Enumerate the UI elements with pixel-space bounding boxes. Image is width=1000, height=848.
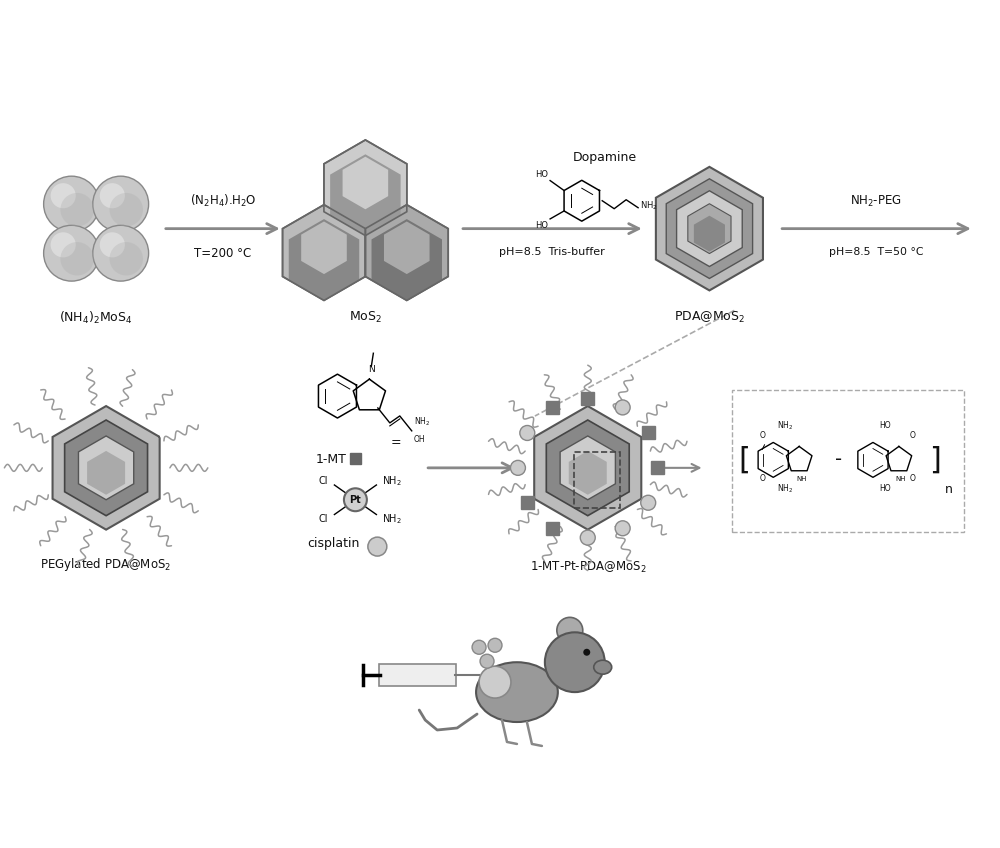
Circle shape	[344, 488, 367, 511]
Polygon shape	[289, 219, 359, 300]
Text: NH$_2$: NH$_2$	[640, 199, 658, 212]
FancyBboxPatch shape	[379, 664, 456, 686]
Text: NH: NH	[896, 477, 906, 483]
Bar	[521, 496, 534, 509]
Text: pH=8.5  T=50 °C: pH=8.5 T=50 °C	[829, 247, 923, 257]
Text: ]: ]	[929, 445, 941, 474]
Bar	[350, 453, 361, 464]
Circle shape	[488, 639, 502, 652]
Text: HO: HO	[535, 221, 548, 230]
Polygon shape	[372, 219, 442, 300]
Circle shape	[510, 460, 525, 476]
Circle shape	[44, 226, 99, 281]
Polygon shape	[384, 221, 430, 274]
Polygon shape	[78, 436, 134, 499]
Polygon shape	[301, 221, 347, 274]
Text: PDA@MoS$_2$: PDA@MoS$_2$	[674, 310, 745, 326]
Text: NH: NH	[796, 477, 806, 483]
Circle shape	[110, 192, 143, 226]
Polygon shape	[330, 154, 401, 236]
Circle shape	[100, 232, 125, 258]
Text: NH$_2$: NH$_2$	[382, 512, 402, 526]
Circle shape	[520, 426, 535, 440]
Circle shape	[615, 521, 630, 536]
Circle shape	[100, 183, 125, 209]
Text: T=200 °C: T=200 °C	[194, 247, 251, 259]
Circle shape	[545, 633, 605, 692]
Circle shape	[479, 667, 511, 698]
Text: NH$_2$-PEG: NH$_2$-PEG	[850, 193, 902, 209]
Polygon shape	[569, 451, 607, 494]
Text: O: O	[910, 474, 916, 483]
Ellipse shape	[476, 662, 558, 722]
Text: MoS$_2$: MoS$_2$	[349, 310, 382, 326]
Text: O: O	[910, 432, 916, 440]
Polygon shape	[365, 204, 448, 300]
Text: Cl: Cl	[319, 476, 328, 486]
Circle shape	[583, 649, 590, 656]
Polygon shape	[53, 406, 160, 530]
Text: Cl: Cl	[319, 514, 328, 524]
Text: NH$_2$: NH$_2$	[382, 474, 402, 488]
Polygon shape	[656, 167, 763, 290]
Circle shape	[472, 640, 486, 655]
Text: n: n	[945, 483, 953, 496]
Ellipse shape	[594, 661, 612, 674]
Text: HO: HO	[535, 170, 548, 179]
Text: (N$_2$H$_4$).H$_2$O: (N$_2$H$_4$).H$_2$O	[190, 192, 256, 209]
Circle shape	[580, 530, 595, 545]
Text: 1-MT-Pt-PDA@MoS$_2$: 1-MT-Pt-PDA@MoS$_2$	[530, 560, 646, 575]
Circle shape	[368, 537, 387, 556]
Text: [: [	[738, 445, 750, 474]
Circle shape	[60, 192, 94, 226]
Polygon shape	[65, 420, 148, 516]
Bar	[546, 401, 559, 414]
Text: O: O	[759, 432, 765, 440]
Polygon shape	[534, 406, 641, 530]
Circle shape	[93, 176, 149, 232]
Circle shape	[110, 242, 143, 276]
Polygon shape	[87, 451, 125, 494]
Text: Dopamine: Dopamine	[573, 151, 637, 164]
Circle shape	[51, 232, 76, 258]
Text: Pt: Pt	[350, 494, 361, 505]
Text: HO: HO	[879, 421, 891, 431]
Polygon shape	[688, 204, 731, 254]
Text: NH$_2$: NH$_2$	[414, 416, 430, 428]
Circle shape	[51, 183, 76, 209]
Polygon shape	[560, 436, 615, 499]
Text: NH$_2$: NH$_2$	[777, 420, 793, 432]
Text: -: -	[835, 450, 843, 470]
Circle shape	[60, 242, 94, 276]
Text: NH$_2$: NH$_2$	[777, 483, 793, 494]
Circle shape	[44, 176, 99, 232]
Polygon shape	[343, 157, 388, 209]
Polygon shape	[666, 179, 753, 278]
Text: =: =	[390, 436, 401, 449]
Text: PEGylated PDA@MoS$_2$: PEGylated PDA@MoS$_2$	[40, 555, 172, 572]
Text: (NH$_4$)$_2$MoS$_4$: (NH$_4$)$_2$MoS$_4$	[59, 310, 133, 326]
Text: cisplatin: cisplatin	[307, 537, 360, 550]
Circle shape	[615, 400, 630, 415]
Polygon shape	[694, 215, 725, 252]
Polygon shape	[324, 140, 407, 236]
Circle shape	[93, 226, 149, 281]
Text: OH: OH	[414, 435, 425, 444]
Text: pH=8.5  Tris-buffer: pH=8.5 Tris-buffer	[499, 247, 605, 257]
Text: HO: HO	[879, 484, 891, 494]
Text: O: O	[759, 474, 765, 483]
Bar	[546, 522, 559, 535]
Text: 1-MT: 1-MT	[316, 454, 346, 466]
Polygon shape	[677, 191, 742, 266]
Text: N: N	[368, 365, 375, 374]
Bar	[642, 427, 655, 439]
Polygon shape	[546, 420, 629, 516]
Bar	[651, 461, 664, 474]
Polygon shape	[283, 204, 365, 300]
Circle shape	[557, 617, 583, 644]
Circle shape	[641, 495, 656, 510]
Bar	[581, 392, 594, 404]
Circle shape	[480, 655, 494, 668]
